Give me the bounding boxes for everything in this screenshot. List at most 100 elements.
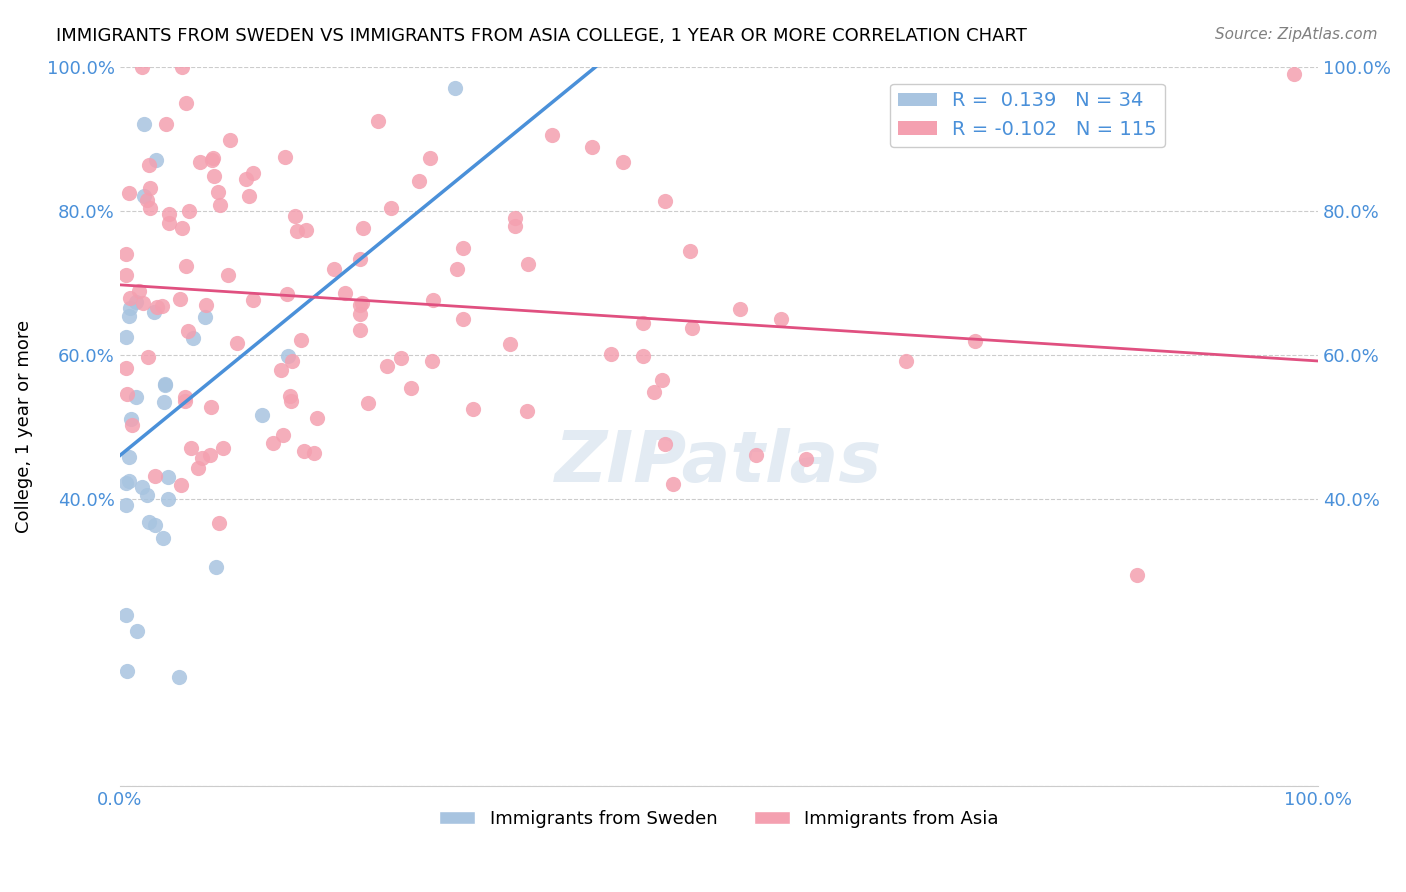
Point (114, 476, 136, 491)
Point (581, 140, 603, 154)
Point (278, 389, 301, 403)
Point (270, 363, 292, 377)
Point (446, 261, 468, 276)
Point (177, 324, 200, 338)
Point (302, 446, 325, 460)
Point (139, 181, 162, 195)
Point (654, 437, 676, 451)
Point (153, 376, 176, 391)
Point (115, 247, 138, 261)
Point (132, 296, 155, 310)
Point (600, 347, 623, 361)
Point (333, 285, 356, 300)
Point (174, 390, 197, 404)
Point (262, 436, 284, 450)
Point (135, 488, 157, 502)
Point (281, 354, 304, 368)
Point (422, 293, 444, 308)
Point (169, 292, 191, 306)
Point (125, 295, 148, 310)
Point (728, 301, 751, 316)
Point (143, 469, 166, 483)
Point (516, 404, 538, 418)
Point (408, 173, 430, 187)
Point (643, 384, 665, 399)
Point (114, 360, 136, 375)
Point (631, 349, 654, 363)
Point (138, 158, 160, 172)
Point (380, 201, 402, 215)
Point (745, 448, 768, 462)
Point (280, 393, 302, 408)
Point (307, 411, 329, 425)
Point (349, 298, 371, 312)
Point (451, 241, 474, 255)
Text: ZIPatlas: ZIPatlas (555, 428, 883, 497)
Point (188, 155, 211, 169)
Point (218, 133, 240, 147)
Point (194, 298, 217, 312)
Point (651, 373, 673, 387)
Point (121, 417, 143, 432)
Point (200, 448, 222, 462)
Point (294, 223, 316, 237)
Point (118, 450, 141, 464)
Text: IMMIGRANTS FROM SWEDEN VS IMMIGRANTS FROM ASIA COLLEGE, 1 YEAR OR MORE CORRELATI: IMMIGRANTS FROM SWEDEN VS IMMIGRANTS FRO… (56, 27, 1028, 45)
Point (242, 166, 264, 180)
Point (292, 444, 315, 458)
Point (114, 499, 136, 513)
Point (541, 128, 564, 143)
Point (389, 351, 412, 366)
Point (173, 394, 195, 409)
Point (273, 151, 295, 165)
Point (136, 193, 159, 207)
Point (179, 203, 201, 218)
Point (132, 117, 155, 131)
Point (201, 153, 224, 167)
Point (155, 117, 177, 131)
Point (202, 151, 225, 165)
Point (226, 336, 249, 351)
Point (681, 321, 703, 335)
Legend: Immigrants from Sweden, Immigrants from Asia: Immigrants from Sweden, Immigrants from … (432, 803, 1005, 835)
Point (271, 427, 294, 442)
Point (114, 268, 136, 282)
Point (170, 220, 193, 235)
Point (131, 60, 153, 74)
Point (202, 169, 225, 183)
Point (252, 408, 274, 422)
Point (679, 244, 702, 258)
Point (120, 412, 142, 426)
Point (612, 154, 634, 169)
Point (661, 477, 683, 491)
Point (136, 350, 159, 364)
Point (118, 186, 141, 201)
Point (284, 209, 307, 223)
Point (352, 220, 374, 235)
Point (242, 293, 264, 307)
Point (276, 286, 298, 301)
Point (157, 207, 180, 221)
Point (896, 353, 918, 368)
Point (145, 518, 167, 533)
Point (399, 381, 422, 395)
Point (120, 301, 142, 315)
Point (963, 334, 986, 348)
Point (170, 477, 193, 491)
Point (207, 185, 229, 199)
Text: Source: ZipAtlas.com: Source: ZipAtlas.com (1215, 27, 1378, 42)
Point (170, 60, 193, 74)
Point (453, 311, 475, 326)
Point (285, 223, 308, 237)
Point (208, 516, 231, 530)
Point (238, 188, 260, 202)
Point (145, 153, 167, 168)
Point (367, 114, 389, 128)
Point (517, 257, 540, 271)
Point (352, 296, 374, 310)
Point (349, 323, 371, 337)
Point (150, 300, 173, 314)
Point (174, 259, 197, 273)
Point (153, 378, 176, 392)
Point (115, 665, 138, 679)
